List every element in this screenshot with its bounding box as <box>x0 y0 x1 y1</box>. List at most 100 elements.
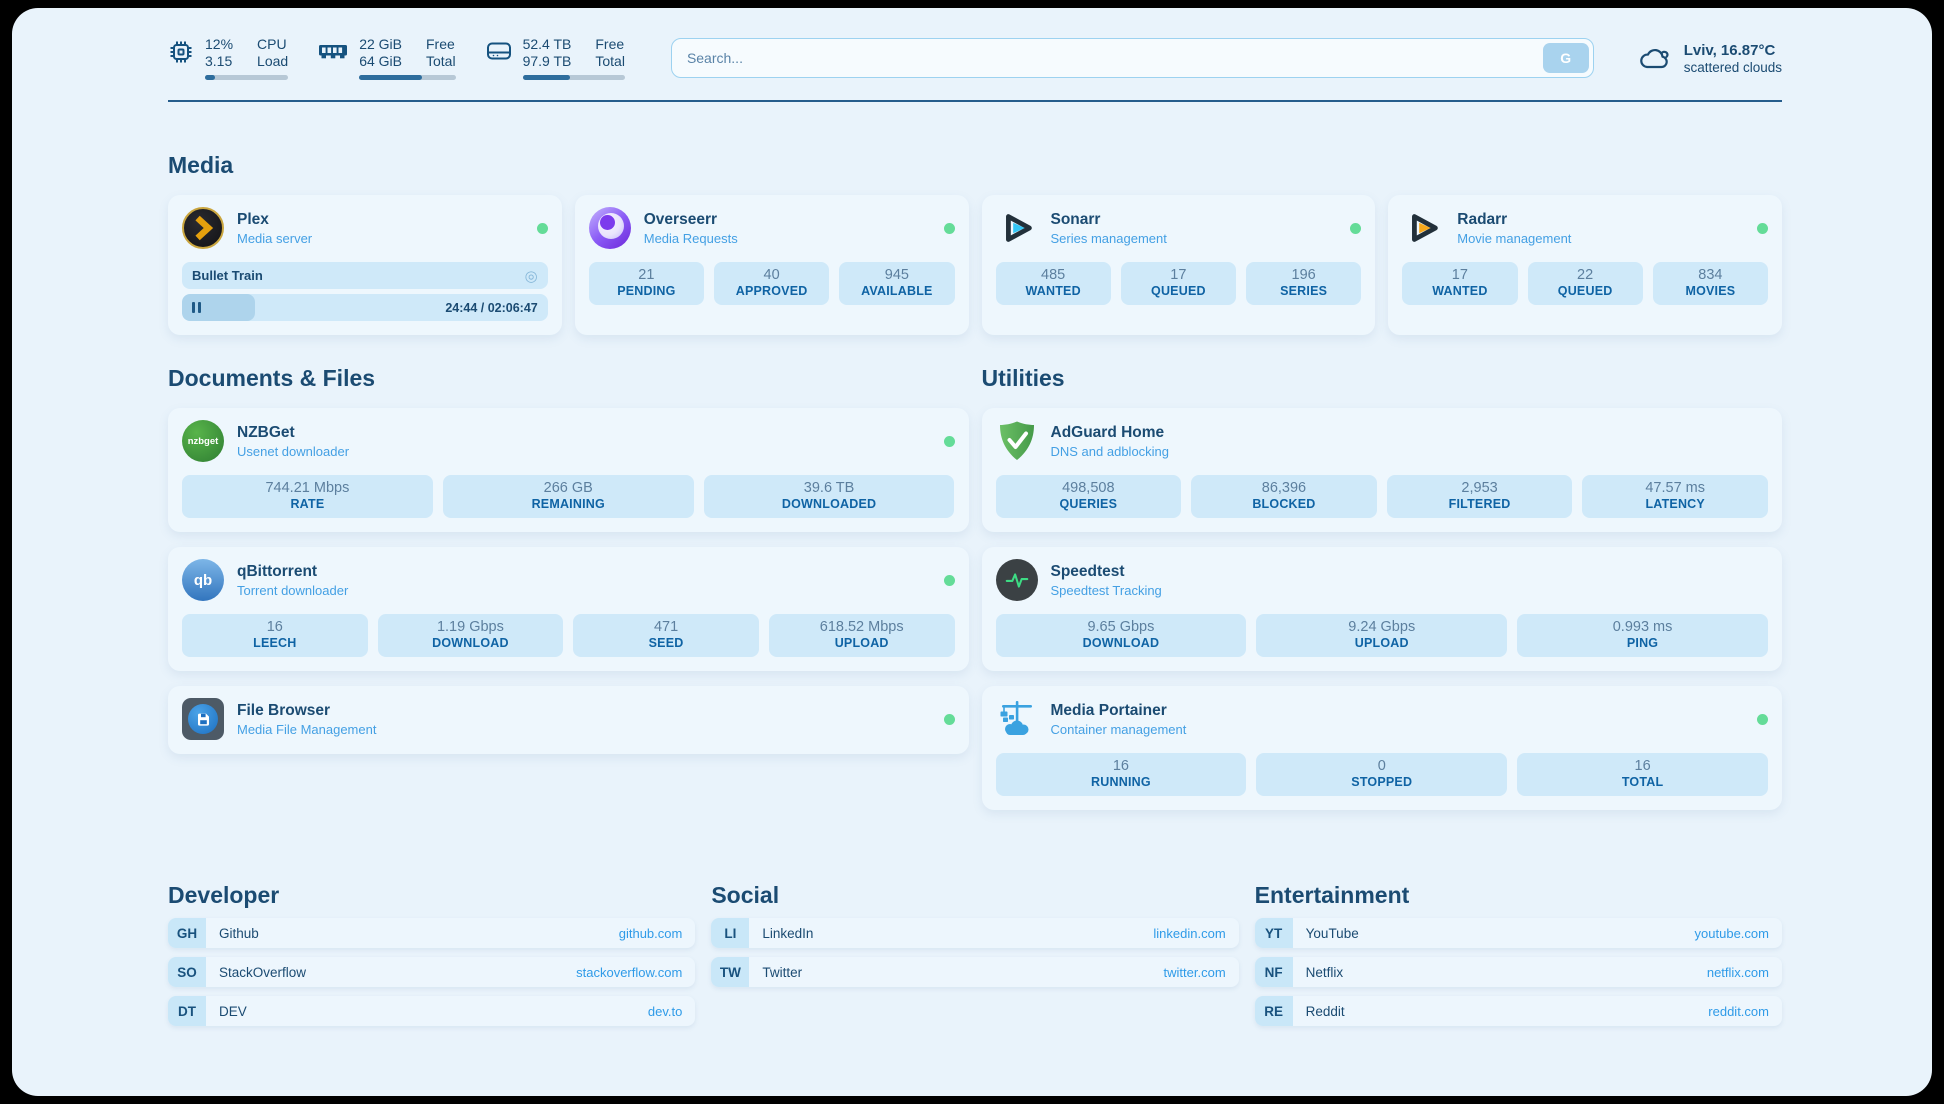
status-dot <box>943 713 955 725</box>
stat-rate: 744.21 Mbps RATE <box>182 475 433 518</box>
stat-series: 196 SERIES <box>1246 262 1362 305</box>
memory-widget: 22 GiB Free 64 GiB Total <box>318 36 456 80</box>
now-playing-title: Bullet Train <box>192 268 263 283</box>
cpu-load-value: 3.15 <box>205 53 233 69</box>
card-radarr[interactable]: Radarr Movie management 17 WANTED 22 QUEUE… <box>1388 195 1782 335</box>
section-title-documents: Documents & Files <box>168 365 376 391</box>
bookmark-url: linkedin.com <box>1153 925 1226 941</box>
stat-movies: 834 MOVIES <box>1652 262 1768 305</box>
bookmark-url: stackoverflow.com <box>576 964 683 980</box>
bookmark-linkedin[interactable]: LI LinkedIn linkedin.com <box>711 918 1239 948</box>
bookmark-abbr: DT <box>168 996 206 1026</box>
bookmark-name: Github <box>219 925 259 941</box>
cpu-progress-track <box>205 75 289 80</box>
stat-ping: 0.993 ms PING <box>1517 614 1768 657</box>
bookmark-stackoverflow[interactable]: SO StackOverflow stackoverflow.com <box>168 957 696 987</box>
card-qbittorrent[interactable]: qb qBittorrent Torrent downloader 16 LEEC… <box>168 547 969 671</box>
stat-download: 9.65 Gbps DOWNLOAD <box>995 614 1247 657</box>
stat-stopped: 0 STOPPED <box>1256 753 1508 796</box>
status-dot <box>1350 222 1362 234</box>
bookmark-name: StackOverflow <box>219 964 307 980</box>
app-name: File Browser <box>237 701 331 719</box>
card-overseerr[interactable]: Overseerr Media Requests 21 PENDING 40 APP… <box>574 195 969 335</box>
weather-condition: scattered clouds <box>1683 60 1782 75</box>
app-name: AdGuard Home <box>1050 423 1165 441</box>
card-plex[interactable]: Plex Media server Bullet Train ◎ 24:44 /… <box>168 195 562 335</box>
bookmark-netflix[interactable]: NF Netflix netflix.com <box>1254 957 1782 987</box>
status-dot <box>943 574 955 586</box>
card-nzbget[interactable]: nzbget NZBGet Usenet downloader 744.21 M… <box>168 408 969 532</box>
app-subtitle: DNS and adblocking <box>1050 443 1170 459</box>
search-input[interactable] <box>670 38 1594 78</box>
disk-progress-track <box>522 75 625 80</box>
bookmark-twitter[interactable]: TW Twitter twitter.com <box>711 957 1239 987</box>
search-bar: G <box>670 38 1594 78</box>
memory-progress-track <box>359 75 456 80</box>
stat-remaining: 266 GB REMAINING <box>442 475 694 518</box>
card-filebrowser[interactable]: File Browser Media File Management <box>168 686 969 754</box>
app-name: Sonarr <box>1050 210 1101 228</box>
bookmarks-developer: Developer GH Github github.com SO StackO… <box>168 882 696 1026</box>
bookmark-name: Twitter <box>762 964 803 980</box>
status-dot <box>1757 222 1768 234</box>
section-title-developer: Developer <box>168 882 280 908</box>
bookmark-reddit[interactable]: RE Reddit reddit.com <box>1254 996 1782 1026</box>
memory-progress-fill <box>359 75 422 80</box>
bookmark-name: Reddit <box>1305 1003 1345 1019</box>
stat-pending: 21 PENDING <box>588 262 704 305</box>
bookmark-dev[interactable]: DT DEV dev.to <box>168 996 696 1026</box>
app-name: NZBGet <box>237 423 295 441</box>
topbar: 12% CPU 3.15 Load <box>168 36 1782 80</box>
bookmarks-grid: Developer GH Github github.com SO StackO… <box>168 882 1782 1026</box>
app-name: Overseerr <box>643 210 718 228</box>
filebrowser-icon <box>182 698 224 740</box>
portainer-icon <box>996 698 1038 740</box>
bookmark-abbr: NF <box>1254 957 1293 987</box>
cpu-widget: 12% CPU 3.15 Load <box>168 36 289 80</box>
adguard-icon <box>996 420 1038 462</box>
cpu-label-bottom: Load <box>257 53 289 69</box>
bookmark-url: reddit.com <box>1708 1003 1769 1019</box>
search-engine-button[interactable]: G <box>1542 43 1589 73</box>
card-sonarr[interactable]: Sonarr Series management 485 WANTED 17 QUE… <box>981 195 1376 335</box>
cloud-icon <box>1639 48 1669 69</box>
plex-icon <box>182 207 224 249</box>
now-playing-progress-bar: 24:44 / 02:06:47 <box>182 294 548 321</box>
disk-label-top: Free <box>595 36 625 52</box>
section-title-entertainment: Entertainment <box>1254 882 1410 908</box>
bookmark-url: netflix.com <box>1706 964 1769 980</box>
disk-icon <box>486 42 511 60</box>
weather-widget[interactable]: Lviv, 16.87°C scattered clouds <box>1638 41 1782 75</box>
status-dot <box>943 435 955 447</box>
memory-label-top: Free <box>426 36 455 52</box>
stat-latency: 47.57 ms LATENCY <box>1582 475 1768 518</box>
bookmark-abbr: RE <box>1254 996 1293 1026</box>
app-name: Media Portainer <box>1050 701 1167 719</box>
app-subtitle: Movie management <box>1457 230 1572 246</box>
app-name: Radarr <box>1457 210 1508 228</box>
bookmark-abbr: LI <box>711 918 750 948</box>
cpu-icon <box>170 41 192 63</box>
card-portainer[interactable]: Media Portainer Container management 16 R… <box>981 686 1782 810</box>
bookmark-name: Netflix <box>1305 964 1344 980</box>
stat-upload: 9.24 Gbps UPLOAD <box>1256 614 1508 657</box>
two-column-grid: Documents & Files nzbget NZBGet Usenet d… <box>168 365 1782 810</box>
pause-icon <box>192 302 201 313</box>
card-adguard[interactable]: AdGuard Home DNS and adblocking 498,508 Q… <box>981 408 1782 532</box>
radarr-icon <box>1402 207 1444 249</box>
section-title-utilities: Utilities <box>981 365 1065 391</box>
app-subtitle: Container management <box>1050 721 1187 737</box>
stat-upload: 618.52 Mbps UPLOAD <box>768 614 955 657</box>
bookmark-youtube[interactable]: YT YouTube youtube.com <box>1254 918 1782 948</box>
app-name: Speedtest <box>1050 562 1125 580</box>
section-title-media: Media <box>168 152 234 178</box>
now-playing-title-row: Bullet Train ◎ <box>182 262 548 289</box>
bookmark-abbr: TW <box>711 957 750 987</box>
card-speedtest[interactable]: Speedtest Speedtest Tracking 9.65 Gbps DO… <box>981 547 1782 671</box>
stat-leech: 16 LEECH <box>182 614 368 657</box>
overseerr-icon <box>588 207 631 249</box>
bookmarks-entertainment: Entertainment YT YouTube youtube.com NF … <box>1254 882 1782 1026</box>
stat-queries: 498,508 QUERIES <box>995 475 1182 518</box>
bookmark-github[interactable]: GH Github github.com <box>168 918 696 948</box>
qbittorrent-icon: qb <box>182 559 224 601</box>
